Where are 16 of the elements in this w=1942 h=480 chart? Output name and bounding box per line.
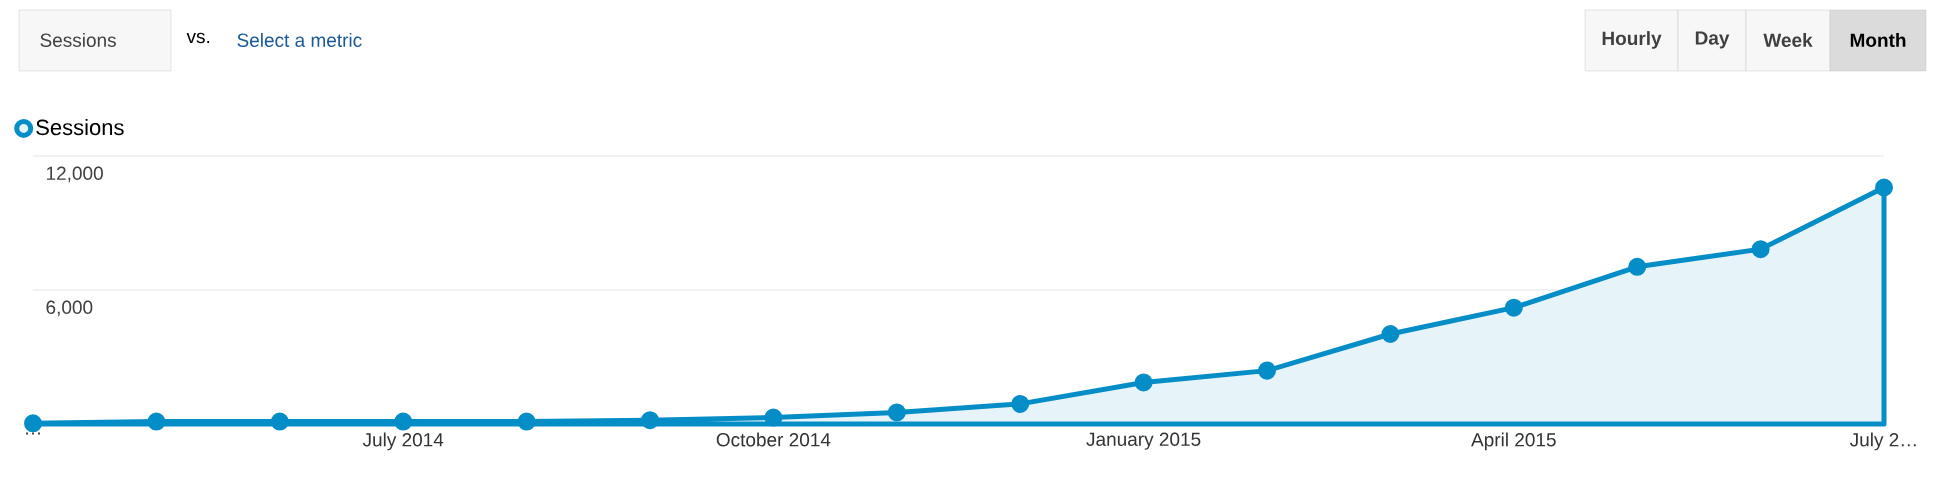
text: Day: [1695, 31, 1730, 49]
x-tick-label: …: [26, 432, 40, 435]
text: Hourly: [1602, 31, 1662, 49]
text: Month: [1850, 33, 1906, 47]
x-tick-label: July 2…: [1849, 432, 1916, 451]
x-tick-label: July 2014: [362, 432, 444, 451]
x-tick-label: January 2015: [1086, 432, 1201, 450]
text: Select a metric: [237, 33, 362, 47]
y-tick-label: 12,000: [46, 166, 103, 183]
y-tick-label: 6,000: [46, 300, 93, 317]
text: vs.: [186, 32, 210, 44]
text: Sessions: [40, 33, 116, 47]
x-tick-label: April 2015: [1471, 432, 1556, 451]
legend-label: Sessions: [36, 119, 124, 136]
x-tick-label: October 2014: [716, 432, 831, 447]
text: Week: [1763, 33, 1813, 47]
